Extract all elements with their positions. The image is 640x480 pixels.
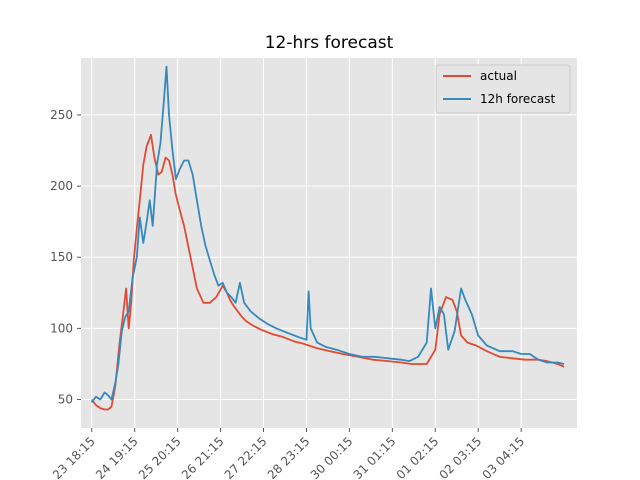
y-tick-label: 200 — [50, 179, 73, 193]
x-tick-label: 02 03:15 — [436, 434, 484, 480]
series-layer — [90, 65, 565, 411]
legend-label-forecast: 12h forecast — [480, 92, 556, 106]
y-tick-label: 50 — [58, 393, 73, 407]
y-tick-label: 150 — [50, 250, 73, 264]
y-tick-label: 100 — [50, 321, 73, 335]
x-tick-label: 24 19:15 — [93, 434, 141, 480]
x-tick-label: 28 23:15 — [265, 434, 313, 480]
x-tick-label: 30 00:15 — [308, 434, 356, 480]
y-tick-label: 250 — [50, 108, 73, 122]
legend: actual 12h forecast — [435, 64, 571, 114]
x-tick-label: 25 20:15 — [136, 434, 184, 480]
x-tick-label: 27 22:15 — [222, 434, 270, 480]
x-tick-label: 03 04:15 — [479, 434, 527, 480]
x-tick-label: 26 21:15 — [179, 434, 227, 480]
x-tick-label: 01 02:15 — [394, 434, 442, 480]
chart-title: 12-hrs forecast — [265, 33, 394, 53]
legend-label-actual: actual — [480, 69, 517, 83]
series-line-forecast — [90, 65, 565, 403]
x-tick-label: 23 18:15 — [50, 434, 98, 480]
grid-lines — [81, 58, 577, 428]
y-axis-ticks: 50 100 150 200 250 — [50, 108, 81, 407]
x-tick-label: 31 01:15 — [351, 434, 399, 480]
plot-panel — [81, 58, 577, 428]
